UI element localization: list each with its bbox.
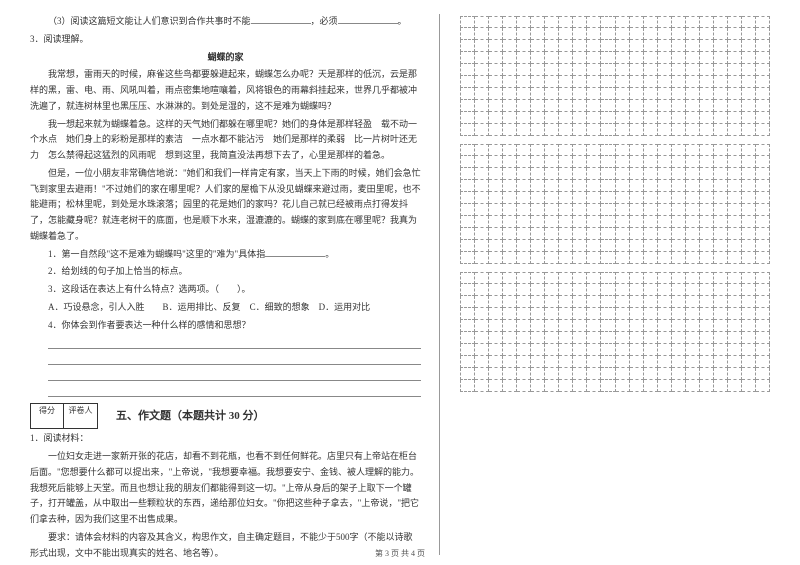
composition-label: 1．阅读材料： <box>30 431 421 447</box>
section-5-title: 五、作文题（本题共计 30 分） <box>116 407 265 426</box>
score-cell-score: 得分 <box>30 403 64 429</box>
writing-grid-2[interactable] <box>460 144 770 264</box>
writing-grid-column <box>460 14 770 555</box>
option-c[interactable]: C．细致的想象 <box>250 302 310 312</box>
score-cell-grader: 评卷人 <box>64 403 98 429</box>
answer-line[interactable] <box>48 367 421 381</box>
sub-question-1: 1．第一自然段"这不是难为蝴蝶吗"这里的"难为"具体指。 <box>30 247 421 263</box>
answer-line[interactable] <box>48 351 421 365</box>
passage-p3: 但是，一位小朋友非常确信地说："她们和我们一样肯定有家，当天上下雨的时候，她们会… <box>30 166 421 245</box>
answer-line[interactable] <box>48 335 421 349</box>
composition-p1: 一位妇女走进一家新开张的花店，却看不到花瓶，也看不到任何鲜花。店里只有上帝站在柜… <box>30 449 421 528</box>
question-3-stem: （3）阅读这篇短文能让人们意识到合作共事时不能，必须。 <box>30 14 421 30</box>
passage-title: 蝴蝶的家 <box>30 50 421 66</box>
score-box: 得分 评卷人 五、作文题（本题共计 30 分） <box>30 403 421 429</box>
blank[interactable] <box>338 14 398 24</box>
passage-p2: 我一想起来就为蝴蝶着急。这样的天气她们都躲在哪里呢？她们的身体是那样轻盈 载不动… <box>30 117 421 164</box>
options-row: A．巧设悬念，引人入胜 B．运用排比、反复 C．细致的想象 D．运用对比 <box>30 300 421 316</box>
sub-question-3: 3．这段话在表达上有什么特点？选两项。（ ）。 <box>30 282 421 298</box>
blank[interactable] <box>251 14 311 24</box>
reading-label: 3．阅读理解。 <box>30 32 421 48</box>
sub-question-2: 2．给划线的句子加上恰当的标点。 <box>30 264 421 280</box>
q1-text: 1．第一自然段"这不是难为蝴蝶吗"这里的"难为"具体指 <box>48 249 265 259</box>
writing-grid-1[interactable] <box>460 16 770 136</box>
passage-p1: 我常想，雷雨天的时候，麻雀这些鸟都要躲避起来，蝴蝶怎么办呢？天是那样的低沉，云是… <box>30 67 421 114</box>
answer-lines-block <box>48 335 421 397</box>
option-d[interactable]: D．运用对比 <box>319 302 371 312</box>
q3-suffix: ，必须 <box>311 16 338 26</box>
writing-grid-3[interactable] <box>460 272 770 392</box>
sub-question-4: 4．你体会到作者要表达一种什么样的感情和思想？ <box>30 318 421 334</box>
page-footer: 第 3 页 共 4 页 <box>0 548 800 559</box>
answer-line[interactable] <box>48 383 421 397</box>
option-b[interactable]: B．运用排比、反复 <box>163 302 241 312</box>
blank[interactable] <box>265 247 325 257</box>
exam-left-column: （3）阅读这篇短文能让人们意识到合作共事时不能，必须。 3．阅读理解。 蝴蝶的家… <box>30 14 440 555</box>
q3-text: （3）阅读这篇短文能让人们意识到合作共事时不能 <box>48 16 251 26</box>
option-a[interactable]: A．巧设悬念，引人入胜 <box>48 302 145 312</box>
